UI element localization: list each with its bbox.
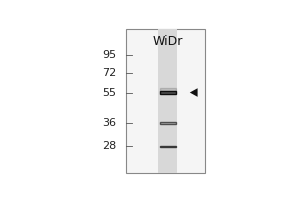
FancyBboxPatch shape [160, 146, 176, 147]
Text: WiDr: WiDr [152, 35, 183, 48]
Text: 95: 95 [102, 50, 116, 60]
Text: 72: 72 [102, 68, 116, 78]
FancyBboxPatch shape [158, 29, 177, 173]
Text: 36: 36 [103, 118, 116, 128]
FancyBboxPatch shape [160, 91, 176, 94]
Text: 28: 28 [102, 141, 116, 151]
Polygon shape [190, 88, 198, 97]
FancyBboxPatch shape [126, 29, 205, 173]
FancyBboxPatch shape [160, 122, 176, 124]
FancyBboxPatch shape [160, 88, 176, 91]
Text: 55: 55 [103, 88, 116, 98]
